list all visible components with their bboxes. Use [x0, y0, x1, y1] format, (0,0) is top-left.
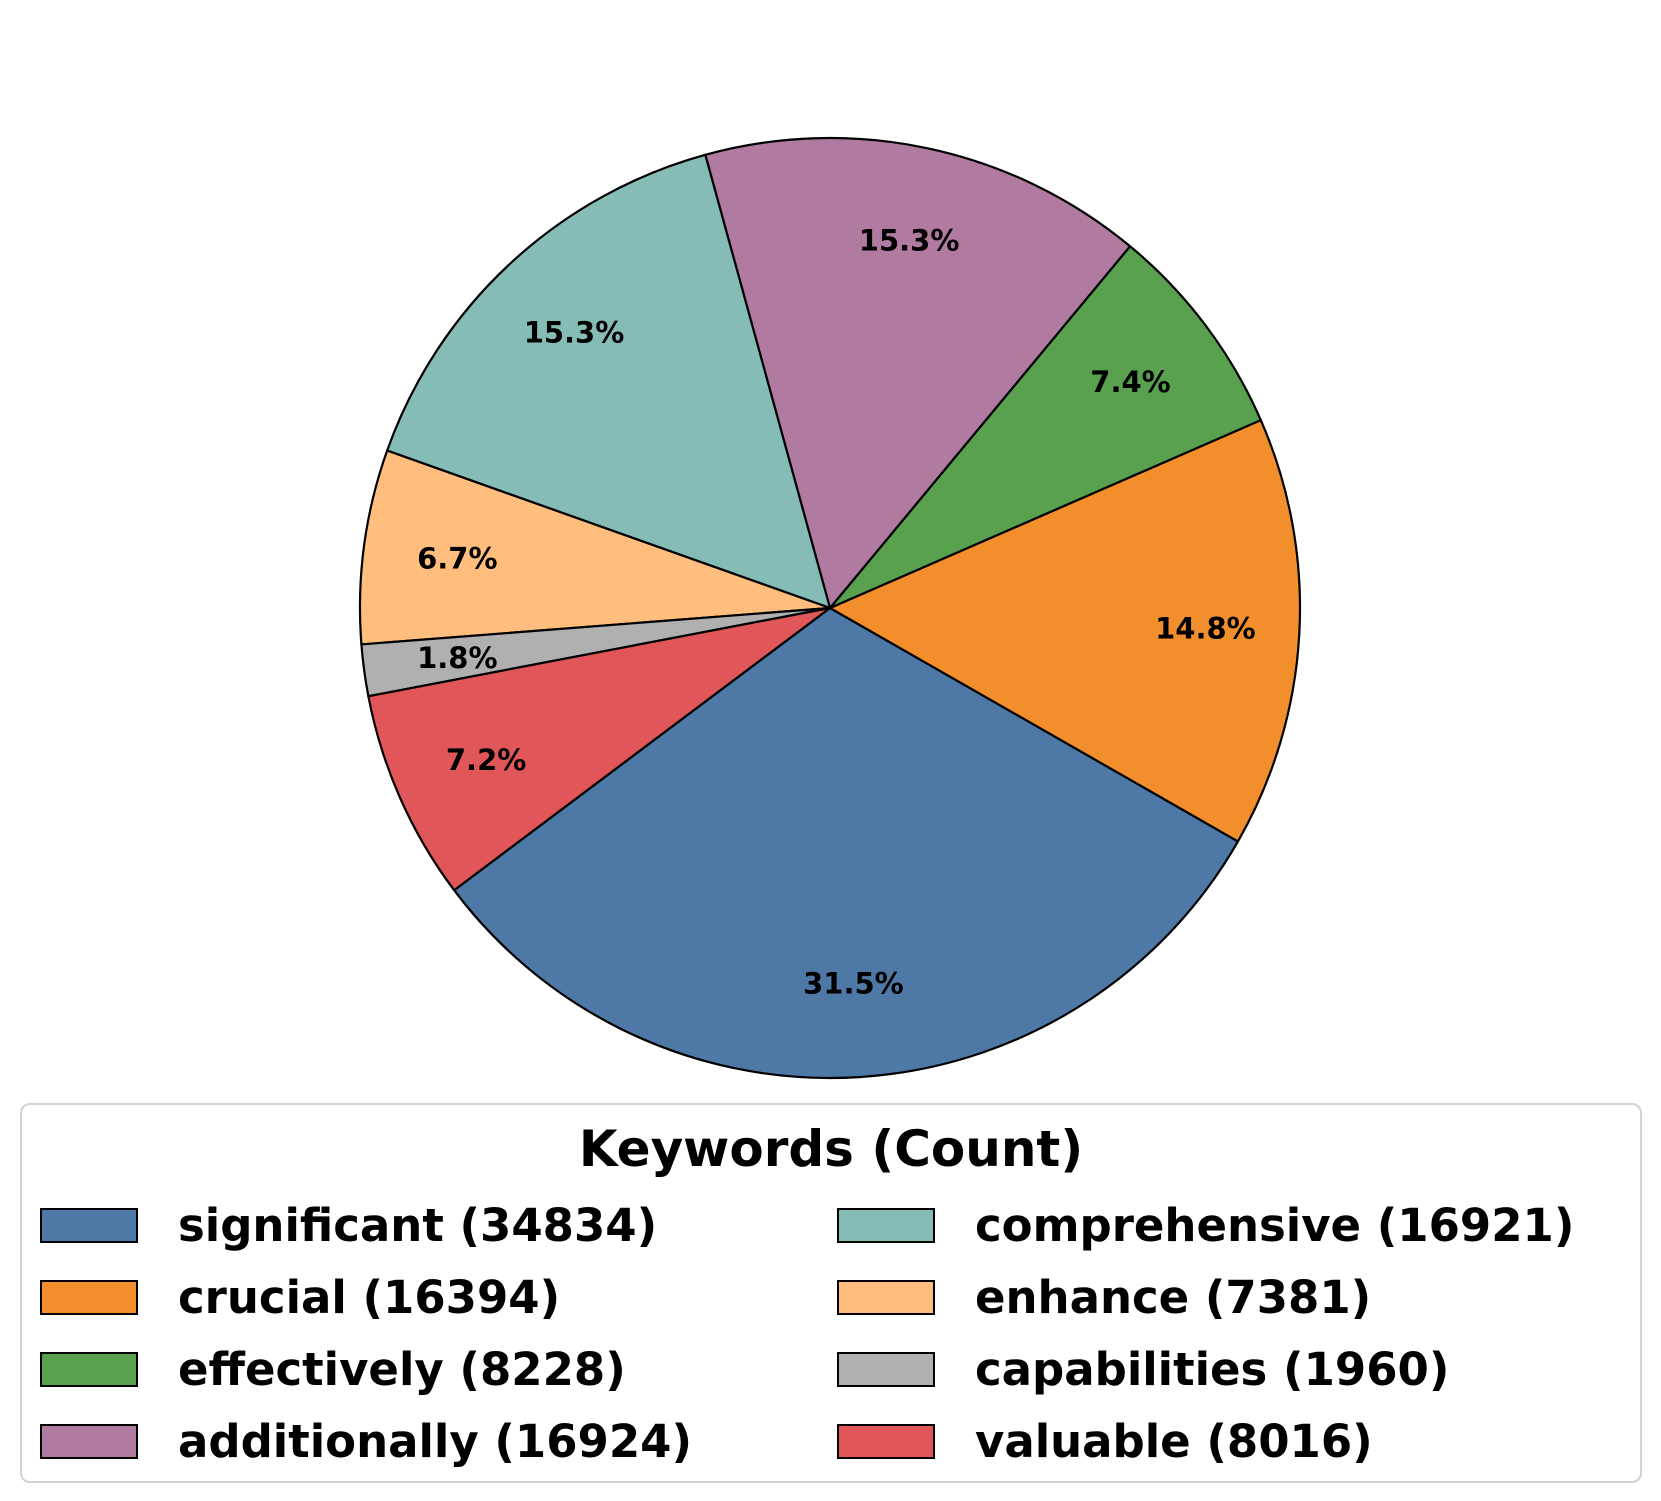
- chart-legend: Keywords (Count) significant (34834) cruc…: [20, 1103, 1642, 1483]
- legend-item-additionally: additionally (16924): [40, 1411, 692, 1471]
- pie-slice-crucial: [828, 419, 1302, 843]
- legend-label-crucial: crucial (16394): [178, 1270, 561, 1324]
- legend-label-effectively: effectively (8228): [178, 1342, 626, 1396]
- percent-label-enhance: 6.7%: [417, 542, 497, 576]
- legend-item-effectively: effectively (8228): [40, 1339, 626, 1399]
- percent-label-capabilities: 1.8%: [417, 641, 497, 675]
- pie-slice-comprehensive: [386, 153, 832, 610]
- legend-label-enhance: enhance (7381): [975, 1270, 1372, 1324]
- legend-swatch-effectively: [40, 1351, 138, 1387]
- legend-items: significant (34834) crucial (16394) effect…: [22, 1195, 1640, 1485]
- legend-label-additionally: additionally (16924): [178, 1414, 693, 1468]
- pie-slice-enhance: [358, 449, 832, 646]
- legend-item-significant: significant (34834): [40, 1195, 657, 1255]
- percent-label-valuable: 7.2%: [446, 743, 526, 777]
- legend-item-valuable: valuable (8016): [837, 1411, 1373, 1471]
- pie-chart: 31.5% 14.8% 7.4% 15.3% 15.3% 6.7% 1.8% 7.2%: [358, 136, 1302, 1080]
- percent-labels: 31.5% 14.8% 7.4% 15.3% 15.3% 6.7% 1.8% 7.2%: [417, 223, 1256, 1000]
- percent-label-effectively: 7.4%: [1090, 365, 1170, 399]
- pie-slice-valuable: [367, 606, 832, 892]
- legend-swatch-enhance: [837, 1279, 935, 1315]
- percent-label-crucial: 14.8%: [1155, 611, 1256, 645]
- pie-slice-significant: [453, 606, 1240, 1080]
- legend-label-capabilities: capabilities (1960): [975, 1342, 1450, 1396]
- percent-label-significant: 31.5%: [803, 966, 904, 1000]
- pie-slice-effectively: [828, 245, 1262, 610]
- pie-slices: [358, 136, 1302, 1080]
- legend-title: Keywords (Count): [578, 1120, 1084, 1178]
- legend-swatch-valuable: [837, 1423, 935, 1459]
- legend-label-significant: significant (34834): [178, 1198, 658, 1252]
- legend-label-comprehensive: comprehensive (16921): [975, 1198, 1575, 1252]
- legend-swatch-crucial: [40, 1279, 138, 1315]
- legend-swatch-significant: [40, 1207, 138, 1243]
- legend-swatch-capabilities: [837, 1351, 935, 1387]
- percent-label-comprehensive: 15.3%: [524, 316, 625, 350]
- percent-label-additionally: 15.3%: [859, 223, 960, 257]
- pie-slice-additionally: [704, 136, 1132, 610]
- legend-item-crucial: crucial (16394): [40, 1267, 560, 1327]
- legend-swatch-additionally: [40, 1423, 138, 1459]
- legend-item-enhance: enhance (7381): [837, 1267, 1371, 1327]
- legend-label-valuable: valuable (8016): [975, 1414, 1373, 1468]
- legend-swatch-comprehensive: [837, 1207, 935, 1243]
- legend-item-capabilities: capabilities (1960): [837, 1339, 1449, 1399]
- legend-item-comprehensive: comprehensive (16921): [837, 1195, 1574, 1255]
